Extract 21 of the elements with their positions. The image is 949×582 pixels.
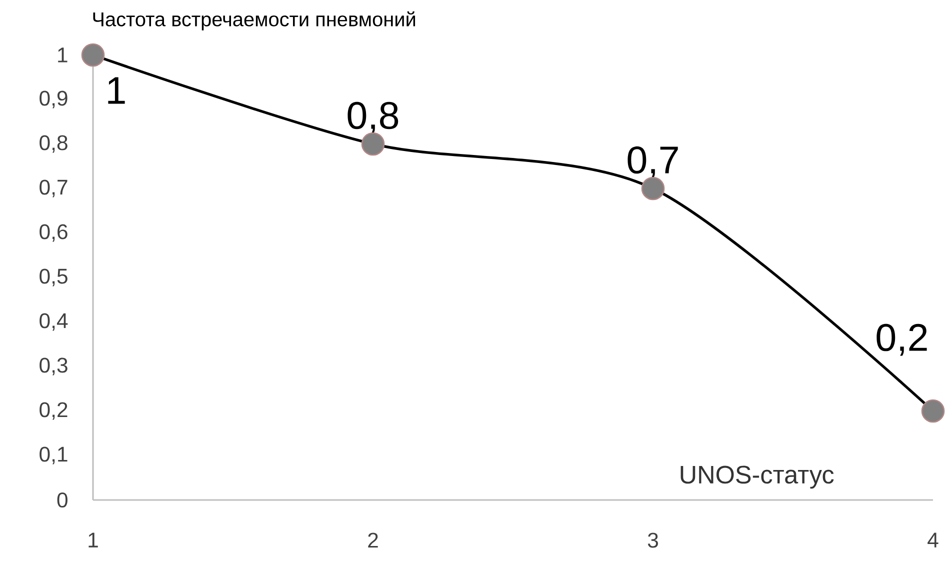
data-label: 0,7 bbox=[628, 146, 678, 178]
data-label: 0,8 bbox=[348, 102, 398, 134]
x-tick-label: 4 bbox=[928, 532, 938, 548]
y-tick-label: 0 bbox=[57, 492, 68, 508]
y-tick-label: 0,2 bbox=[40, 402, 68, 420]
data-label: 0,2 bbox=[876, 324, 927, 356]
x-axis-title: UNOS-статус bbox=[680, 466, 834, 489]
y-tick-label: 0,9 bbox=[40, 90, 68, 108]
x-tick-label: 2 bbox=[368, 532, 378, 548]
data-label: 1 bbox=[108, 77, 125, 104]
y-tick-label: 0,6 bbox=[40, 224, 68, 242]
x-tick-label: 3 bbox=[648, 532, 658, 548]
y-tick-label: 0,8 bbox=[40, 135, 68, 153]
y-tick-label: 0,4 bbox=[40, 313, 68, 331]
y-tick-label: 0,7 bbox=[40, 180, 68, 198]
y-tick-label: 0,5 bbox=[40, 268, 68, 286]
y-tick-label: 1 bbox=[58, 48, 68, 62]
chart-title: Частота встречаемости пневмоний bbox=[93, 11, 416, 30]
x-tick-label: 1 bbox=[88, 532, 98, 548]
y-tick-label: 0,1 bbox=[40, 446, 68, 464]
y-tick-label: 0,3 bbox=[40, 358, 68, 376]
